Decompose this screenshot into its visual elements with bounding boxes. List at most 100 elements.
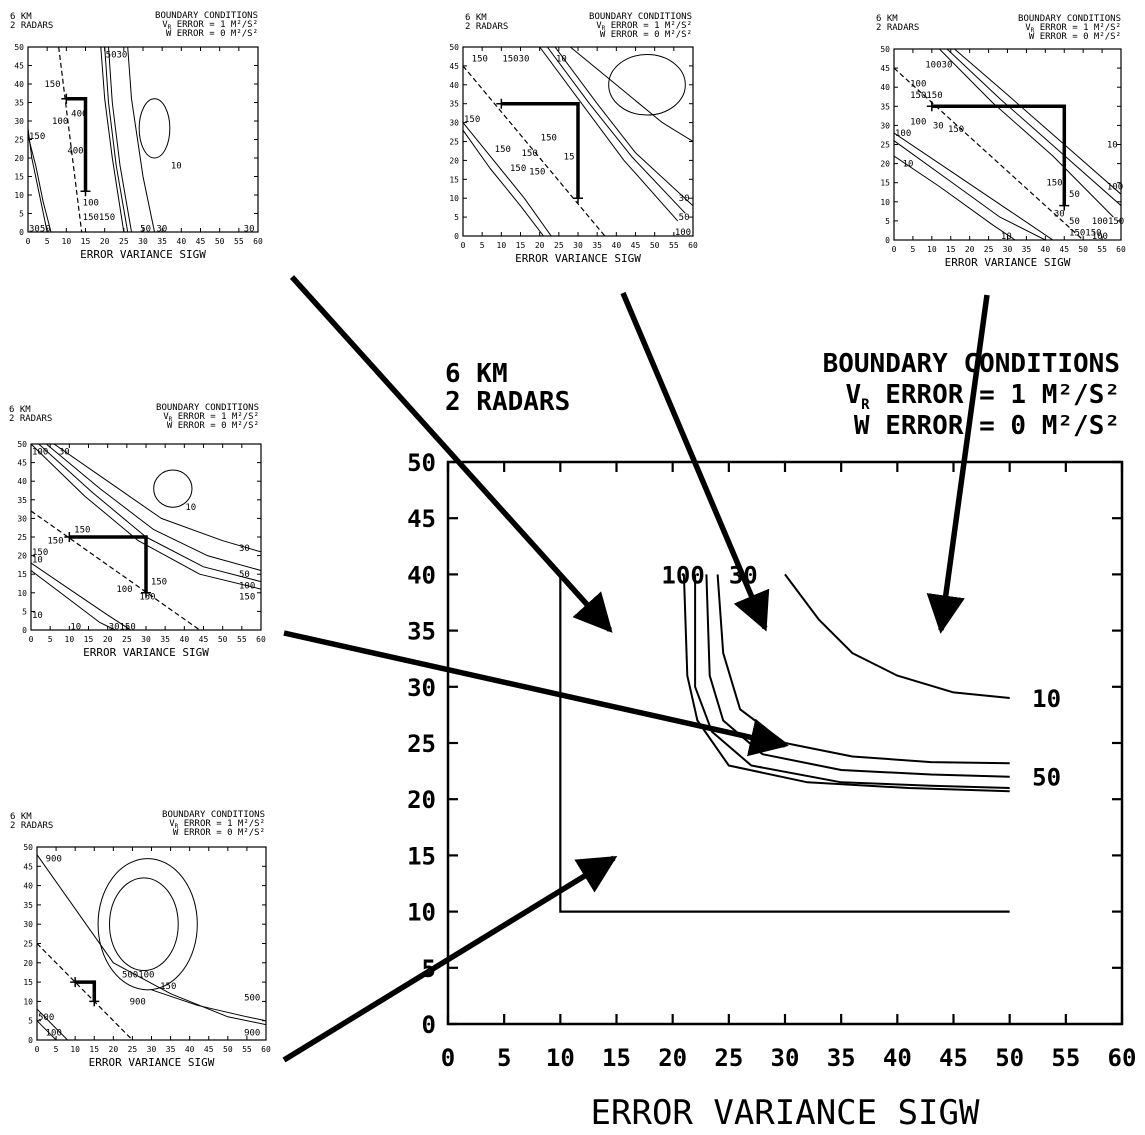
x-tick-label: 5 (45, 237, 50, 246)
y-tick-label: 0 (885, 236, 890, 245)
x-tick-label: 0 (26, 237, 31, 246)
x-tick-label: 25 (122, 635, 132, 644)
connector-arrow (620, 291, 770, 632)
y-tick-label: 25 (449, 138, 459, 147)
x-tick-label: 35 (160, 635, 170, 644)
x-tick-label: 55 (237, 635, 247, 644)
contour-label: 50 (239, 570, 250, 580)
x-tick-label: 15 (602, 1044, 631, 1072)
contour-label: 150 (495, 145, 511, 155)
x-tick-label: 40 (1041, 245, 1051, 254)
path-endpoint-marker (573, 193, 583, 204)
x-tick-label: 20 (658, 1044, 687, 1072)
condition-line: VR ERROR = 1 M²/S² (163, 412, 259, 423)
y-tick-label: 45 (17, 459, 27, 468)
y-tick-label: 10 (407, 899, 436, 927)
x-axis-label: ERROR VARIANCE SIGW (83, 646, 209, 659)
condition-line: VR ERROR = 1 M²/S² (169, 819, 265, 830)
x-tick-label: 60 (1108, 1044, 1137, 1072)
x-tick-label: 60 (253, 237, 263, 246)
contour-30 (716, 574, 1010, 765)
contour-10 (784, 573, 1010, 699)
x-tick-label: 25 (984, 245, 994, 254)
x-tick-label: 45 (631, 241, 641, 250)
contour-label: 50 (1069, 217, 1080, 227)
y-tick-label: 50 (17, 440, 27, 449)
contour-c2 (31, 570, 116, 630)
condition-line: W ERROR = 0 M²/S² (600, 30, 692, 40)
contour-label: 30 (1054, 209, 1065, 219)
contour-label: 500 (38, 1013, 54, 1023)
y-tick-label: 25 (23, 940, 33, 949)
y-tick-label: 40 (23, 882, 33, 891)
contour-c6 (569, 47, 693, 142)
x-tick-label: 35 (166, 1045, 176, 1054)
contour-label: 10 (32, 555, 43, 565)
contour-label: 3050 (29, 224, 51, 234)
contour-label: 100 (910, 79, 926, 89)
contour-label: 150 (472, 54, 488, 64)
y-tick-label: 0 (19, 228, 24, 237)
chart-title-line: 6 KM (9, 405, 31, 415)
y-tick-label: 25 (880, 141, 890, 150)
y-tick-label: 10 (23, 997, 33, 1006)
path-endpoint-marker (70, 977, 81, 988)
x-tick-label: 30 (771, 1044, 800, 1072)
conditions-title: BOUNDARY CONDITIONS (162, 810, 265, 820)
contour-label: 50 (1069, 190, 1080, 200)
contour-label: 5030 (106, 50, 128, 60)
chart-title-line: 2 RADARS (465, 22, 508, 32)
y-tick-label: 5 (19, 210, 24, 219)
y-tick-label: 40 (14, 80, 24, 89)
y-tick-label: 50 (449, 43, 459, 52)
contour-label: 150 (44, 80, 60, 90)
contour-c1 (31, 562, 131, 630)
y-tick-label: 10 (14, 191, 24, 200)
condition-line: W ERROR = 0 M²/S² (167, 421, 259, 431)
y-tick-label: 40 (407, 561, 436, 589)
contour-closed (138, 98, 171, 159)
x-tick-label: 45 (196, 237, 206, 246)
x-tick-label: 5 (497, 1044, 511, 1072)
contour-70 (694, 574, 1010, 789)
contour-label: 400 (71, 110, 87, 120)
dashed-constraint-line (37, 943, 133, 1040)
x-tick-label: 40 (177, 237, 187, 246)
condition-line: VR ERROR = 1 M²/S² (596, 21, 692, 32)
feasible-region-boundary (559, 574, 1010, 913)
x-tick-label: 5 (480, 241, 485, 250)
contour-c4 (151, 989, 266, 1022)
contour-label: 900 (46, 855, 62, 865)
sensitivity-path (69, 535, 148, 593)
y-tick-label: 5 (22, 607, 27, 616)
x-tick-label: 40 (612, 241, 622, 250)
x-tick-label: 20 (100, 237, 110, 246)
dashed-constraint-line (58, 47, 83, 232)
contour-label: 10030 (925, 60, 952, 70)
contour-label: 100 (1107, 183, 1123, 193)
x-tick-label: 50 (223, 1045, 233, 1054)
x-tick-label: 30 (138, 237, 148, 246)
connector-arrow (926, 294, 990, 634)
y-tick-label: 40 (880, 83, 890, 92)
plot-frame (36, 846, 267, 1041)
condition-line: VR ERROR = 1 M²/S² (845, 380, 1120, 413)
contour-label: 150 (1046, 179, 1062, 189)
chart-inset-mid-left: 0 5 10 15 20 25 30 35 40 45 50 55 600510152025303540… (9, 403, 266, 659)
y-tick-label: 0 (28, 1036, 33, 1045)
x-tick-label: 30 (147, 1045, 157, 1054)
path-endpoint-marker (64, 532, 75, 542)
conditions-title: BOUNDARY CONDITIONS (155, 11, 258, 21)
x-tick-label: 5 (54, 1045, 59, 1054)
x-tick-label: 5 (48, 635, 53, 644)
y-tick-label: 0 (422, 1011, 436, 1039)
y-tick-label: 10 (449, 194, 459, 203)
contour-c5 (45, 444, 261, 571)
y-tick-label: 10 (17, 589, 27, 598)
x-tick-label: 55 (234, 237, 244, 246)
contour-label: 50 30 (140, 224, 167, 234)
contour-label: 100 (52, 117, 68, 127)
path-endpoint-marker (80, 186, 91, 197)
x-tick-label: 60 (688, 241, 698, 250)
contour-closed (608, 54, 686, 116)
